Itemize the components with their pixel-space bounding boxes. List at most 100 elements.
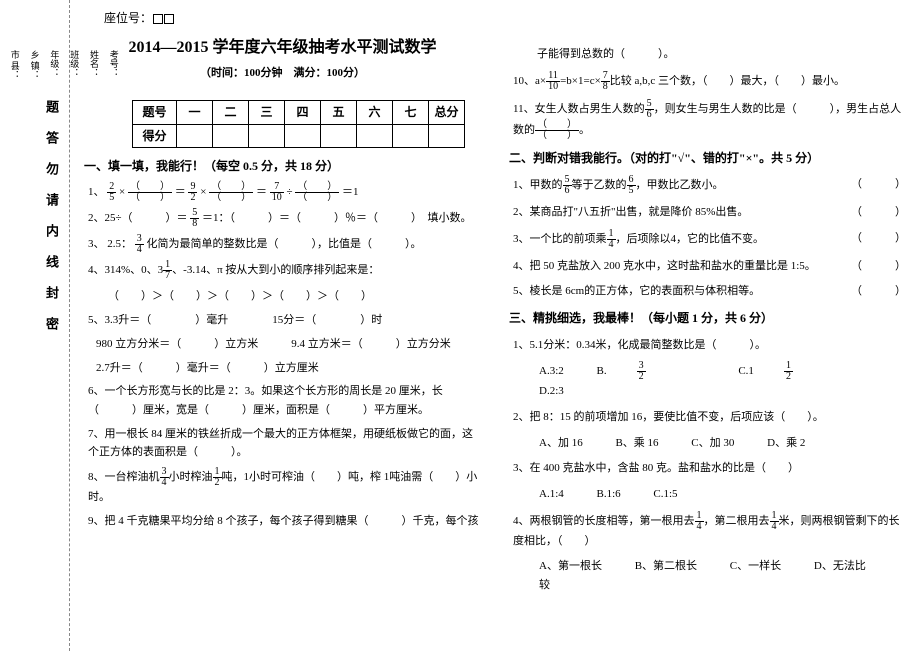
p2q2-paren: （ ） <box>851 203 906 222</box>
field-grade: 年级： <box>44 50 64 79</box>
q4: 4、314%、0、317、-3.14、π 按从大到小的顺序排列起来是： （ ）＞… <box>84 260 481 306</box>
p2q1-fr1: 56 <box>563 175 572 196</box>
p3q4-c2: C、一样长 <box>730 560 781 572</box>
section-1-title: 一、填一填，我能行！（每空 0.5 分，共 18 分） <box>84 156 481 176</box>
q7: 7、用一根长 84 厘米的铁丝折成一个最大的正方体框架，用硬纸板做它的面，这个正… <box>84 425 481 462</box>
q4-a: 4、314%、0、3 <box>88 264 163 276</box>
p2q1-fr2: 65 <box>627 175 636 196</box>
p2q1-b: 等于乙数的 <box>572 179 627 191</box>
p2q5-t: 5、棱长是 6cm的正方体，它的表面积与体积相等。 <box>513 285 760 297</box>
p3q3-b: B.1:6 <box>597 488 621 500</box>
q8-fr2: 12 <box>213 467 222 488</box>
p3q1-opts: A.3:2 B.32 C.112 D.2:3 <box>509 361 906 401</box>
p2q3: 3、一个比的前项乘14，后项除以4，它的比值不变。 （ ） <box>509 229 906 250</box>
p3q4-a: 4、两根钢管的长度相等，第一根用去 <box>513 515 695 527</box>
seat-row: 座位号： <box>104 8 481 28</box>
score-c6 <box>357 124 393 147</box>
q11-fr1: 56 <box>645 99 654 120</box>
q4-fr: 17 <box>163 260 172 281</box>
p3q1-b: B.32 <box>597 365 706 377</box>
p3q4-b: ，第二根用去 <box>704 515 770 527</box>
p2q3-b: ，后项除以4，它的比值不变。 <box>616 233 765 245</box>
p2q1-paren: （ ） <box>851 175 906 194</box>
q5b2: 2.7升＝（ ）毫升＝（ ）立方厘米 <box>84 359 481 378</box>
p3q2-a: A、加 16 <box>539 437 583 449</box>
p3q1-d: D.2:3 <box>539 385 564 397</box>
seat-box-1 <box>153 14 163 24</box>
p3q3-a: A.1:4 <box>539 488 564 500</box>
p3q2-d: D、乘 2 <box>767 437 805 449</box>
q10-c: 比较 a,b,c 三个数，（ ）最大，（ ）最小。 <box>610 75 845 87</box>
q3: 3、 2.5： 34 化简为最简单的整数比是（ ），比值是（ ）。 <box>84 234 481 255</box>
q1-blank1: （ ）（ ） <box>128 182 172 203</box>
p2q1-c: ，甲数比乙数小。 <box>636 179 724 191</box>
q1-fr3: 710 <box>270 182 284 203</box>
q8-fr1: 34 <box>160 467 169 488</box>
score-h-3: 三 <box>249 101 285 124</box>
p3q4: 4、两根钢管的长度相等，第一根用去14，第二根用去14米，则两根钢管剩下的长度相… <box>509 511 906 551</box>
q9: 9、把 4 千克糖果平均分给 8 个孩子，每个孩子得到糖果（ ）千克，每个孩 <box>84 512 481 531</box>
q1-blank2: （ ）（ ） <box>209 182 253 203</box>
q10-fr2: 78 <box>601 71 610 92</box>
seat-label: 座位号： <box>104 11 152 25</box>
score-h-7: 七 <box>393 101 429 124</box>
q2-b: ＝1：（ ）＝（ ）％＝（ ） 填小数。 <box>202 212 472 224</box>
p2q1-a: 1、甲数的 <box>513 179 563 191</box>
score-h-8: 总分 <box>429 101 465 124</box>
p3q2-c: C、加 30 <box>691 437 734 449</box>
score-r2-label: 得分 <box>133 124 177 147</box>
p3q4-opts: A、第一根长 B、第二根长 C、一样长 D、无法比较 <box>509 557 906 594</box>
p3q4-a2: A、第一根长 <box>539 560 602 572</box>
p2q3-paren: （ ） <box>851 229 906 248</box>
q4-order: （ ）＞（ ）＞（ ）＞（ ）＞（ ） <box>88 287 481 306</box>
q1-fr1: 25 <box>107 182 116 203</box>
p2q5-paren: （ ） <box>851 282 906 301</box>
field-town: 乡 镇： <box>24 50 44 79</box>
q2-a: 2、25÷（ ）＝ <box>88 212 188 224</box>
score-c1 <box>177 124 213 147</box>
q5: 5、3.3升＝（ ）毫升 15分＝（ ）时 <box>84 311 481 330</box>
q3-a: 3、 2.5： <box>88 238 132 250</box>
score-c2 <box>213 124 249 147</box>
p2q3-a: 3、一个比的前项乘 <box>513 233 607 245</box>
p3q2-opts: A、加 16 B、乘 16 C、加 30 D、乘 2 <box>509 434 906 453</box>
q10-a: 10、a× <box>513 75 546 87</box>
p3q2-b: B、乘 16 <box>615 437 658 449</box>
field-examno: 考号： <box>103 50 123 79</box>
score-c4 <box>285 124 321 147</box>
p2q2-t: 2、某商品打"八五折"出售，就是降价 85%出售。 <box>513 206 748 218</box>
p3q4-fr1: 14 <box>695 511 704 532</box>
q8: 8、一台榨油机34小时榨油12吨，1小时可榨油（ ）吨，榨 1吨油需（ ）小时。 <box>84 467 481 507</box>
q1-num: 1、 <box>88 186 105 198</box>
exam-subtitle: （时间：100分钟 满分：100分） <box>84 64 481 83</box>
q8-b: 小时榨油 <box>169 471 213 483</box>
q3-b: 化简为最简单的整数比是（ ），比值是（ ）。 <box>147 238 422 250</box>
p3q4-b2: B、第二根长 <box>635 560 697 572</box>
q4-b: 、-3.14、π 按从大到小的顺序排列起来是： <box>172 264 379 276</box>
score-c8 <box>429 124 465 147</box>
q3-fr: 34 <box>135 234 144 255</box>
p3q1-a: A.3:2 <box>539 365 564 377</box>
q11: 11、女生人数占男生人数的56，则女生与男生人数的比是（ ），男生占总人数的（ … <box>509 99 906 141</box>
q10: 10、a×1110=b×1=c×78比较 a,b,c 三个数，（ ）最大，（ ）… <box>509 71 906 92</box>
q11-fr2: （ ）（ ） <box>535 120 579 141</box>
binding-margin: 题答勿请内线封密 考号： 姓名： 班级： 年级： 乡 镇： 市 县： <box>0 0 70 651</box>
p2q3-fr: 14 <box>607 229 616 250</box>
exam-title: 2014—2015 学年度六年级抽考水平测试数学 <box>84 34 481 61</box>
p2q4-t: 4、把 50 克盐放入 200 克水中，这时盐和盐水的重量比是 1:5。 <box>513 260 816 272</box>
score-table: 题号 一 二 三 四 五 六 七 总分 得分 <box>132 100 465 148</box>
seat-box-2 <box>164 14 174 24</box>
p3q2: 2、把 8：15 的前项增加 16，要使比值不变，后项应该（ ）。 <box>509 408 906 427</box>
p2q5: 5、棱长是 6cm的正方体，它的表面积与体积相等。 （ ） <box>509 282 906 301</box>
q10-fr1: 1110 <box>546 71 560 92</box>
p2q4: 4、把 50 克盐放入 200 克水中，这时盐和盐水的重量比是 1:5。（ ） <box>509 257 906 276</box>
right-column: 子能得到总数的（ ）。 10、a×1110=b×1=c×78比较 a,b,c 三… <box>495 0 920 651</box>
binding-warning: 题答勿请内线封密 <box>42 100 61 348</box>
score-h-5: 五 <box>321 101 357 124</box>
left-column: 座位号： 2014—2015 学年度六年级抽考水平测试数学 （时间：100分钟 … <box>70 0 495 651</box>
score-c5 <box>321 124 357 147</box>
q10-b: =b×1=c× <box>560 75 601 87</box>
section-2-title: 二、判断对错我能行。（对的打"√"、错的打"×"。共 5 分） <box>509 148 906 168</box>
q2: 2、25÷（ ）＝ 58 ＝1：（ ）＝（ ）％＝（ ） 填小数。 <box>84 208 481 229</box>
score-h-2: 二 <box>213 101 249 124</box>
